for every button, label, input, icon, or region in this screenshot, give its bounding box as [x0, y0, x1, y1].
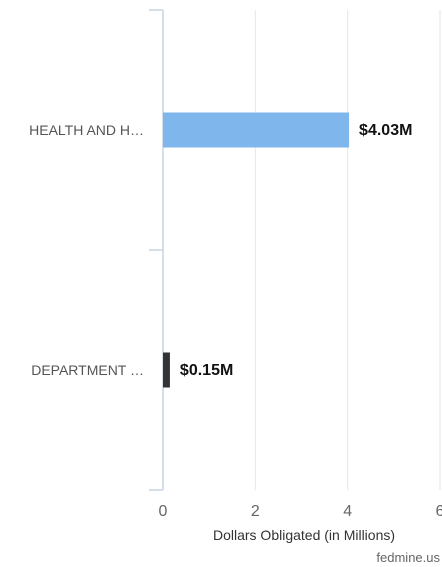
bar — [163, 112, 350, 148]
x-axis-title: Dollars Obligated (in Millions) — [213, 527, 395, 543]
data-label: $4.03M — [359, 122, 412, 139]
label-layer: HEALTH AND H… $4.03M DEPARTMENT … $0.15M — [29, 122, 412, 379]
grid-layer — [254, 10, 441, 490]
category-label: DEPARTMENT … — [31, 362, 144, 378]
x-tick-label: 0 — [159, 503, 168, 520]
category-label: HEALTH AND H… — [29, 122, 144, 138]
x-tick-label: 6 — [436, 503, 442, 520]
source-text: fedmine.us — [376, 550, 440, 565]
data-label: $0.15M — [180, 362, 233, 379]
x-tick-label: 4 — [343, 503, 352, 520]
bar — [163, 352, 170, 388]
axis-layer — [149, 9, 164, 491]
tick-layer: 0 2 4 6 — [159, 503, 442, 520]
bar-layer — [163, 112, 350, 388]
x-tick-label: 2 — [251, 503, 260, 520]
